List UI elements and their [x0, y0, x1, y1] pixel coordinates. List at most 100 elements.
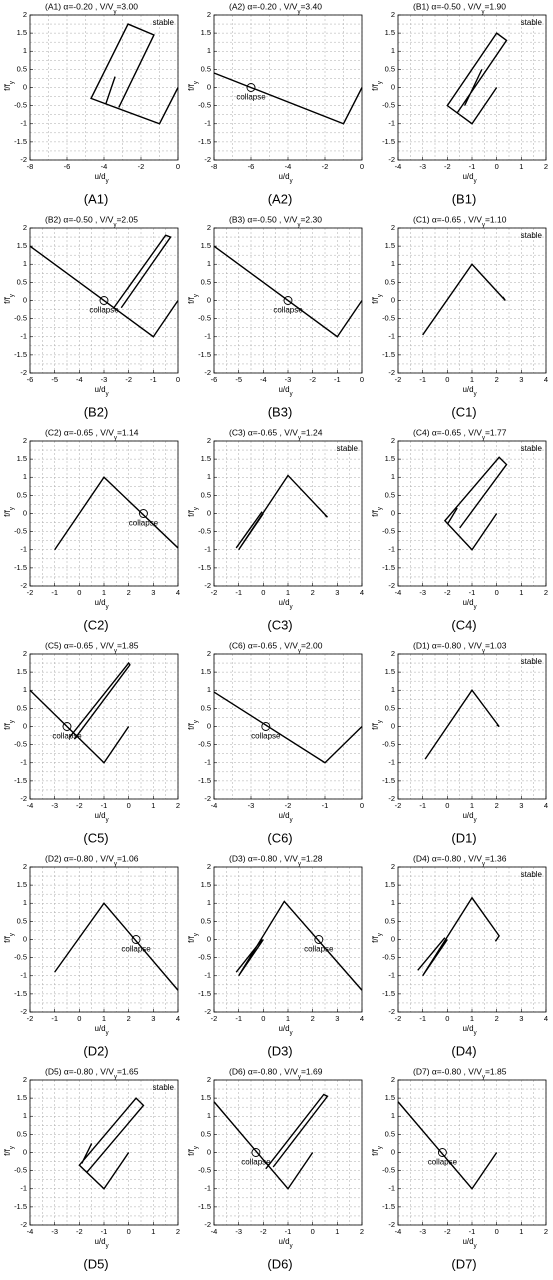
x-tick-label: -2 — [444, 588, 451, 597]
title-subscript: y — [482, 436, 485, 442]
x-tick-label: 2 — [495, 375, 499, 384]
y-tick-label: -1 — [204, 971, 211, 980]
x-label-subscript: y — [474, 1244, 477, 1250]
annotation: stable — [521, 231, 543, 240]
y-tick-label: 2 — [207, 649, 211, 658]
y-tick-label: -1.5 — [14, 1202, 27, 1211]
y-label-subscript: y — [378, 1146, 384, 1149]
y-tick-label: 1 — [391, 1111, 395, 1120]
y-tick-label: -1.5 — [382, 350, 395, 359]
y-tick-label: 0.5 — [17, 490, 27, 499]
y-tick-label: -1 — [388, 971, 395, 980]
x-axis-label: u/d — [278, 1024, 289, 1033]
title-value: =1.90 — [484, 1, 506, 11]
title-value: =1.85 — [485, 1066, 507, 1076]
x-tick-label: -2 — [211, 1014, 218, 1023]
title-value: =2.30 — [300, 214, 322, 224]
hysteresis-line — [29, 661, 131, 764]
collapse-marker — [251, 1148, 261, 1157]
y-tick-label: -0.5 — [382, 101, 395, 110]
title-value: =1.36 — [485, 853, 507, 863]
y-tick-label: -1.5 — [14, 350, 27, 359]
x-tick-label: 2 — [311, 588, 315, 597]
y-tick-label: -0.5 — [198, 314, 211, 323]
y-tick-label: 0.5 — [201, 703, 211, 712]
x-tick-label: 0 — [176, 162, 180, 171]
subplot: -2 -1 0 1 2 3 4 -2 -1.5 -1 -0.5 0 0.5 1 1.5 2 (C2) α=-0.… — [3, 427, 180, 632]
y-tick-label: 2 — [23, 10, 27, 19]
caption: (C3) — [267, 617, 292, 632]
title-subscript: y — [482, 649, 485, 655]
x-tick-label: 2 — [176, 801, 180, 810]
y-tick-label: -0.5 — [198, 953, 211, 962]
x-label-subscript: y — [106, 605, 109, 611]
y-tick-label: -1.5 — [198, 989, 211, 998]
x-tick-label: -4 — [395, 162, 402, 171]
y-tick-label: 2 — [391, 1075, 395, 1084]
chart-title: (C6) α=-0.65 , V/V — [229, 640, 298, 650]
y-tick-label: -1.5 — [14, 137, 27, 146]
y-tick-label: -1 — [204, 1184, 211, 1193]
y-tick-label: -2 — [204, 155, 211, 164]
title-subscript: y — [481, 10, 484, 16]
x-label-subscript: y — [290, 1244, 293, 1250]
subplot: -4 -3 -2 -1 0 1 2 -2 -1.5 -1 -0.5 0 0.5 1 1.5 2 (B1) α=-… — [371, 1, 548, 206]
x-tick-label: 3 — [519, 1014, 523, 1023]
y-tick-label: 1 — [23, 685, 27, 694]
y-tick-label: 1.5 — [201, 241, 211, 250]
y-tick-label: 0 — [391, 721, 395, 730]
y-tick-label: 1 — [391, 259, 395, 268]
y-tick-label: 0 — [391, 934, 395, 943]
y-tick-label: 1 — [207, 46, 211, 55]
y-tick-label: -2 — [204, 794, 211, 803]
y-tick-label: 1 — [207, 898, 211, 907]
y-tick-label: 1.5 — [17, 454, 27, 463]
title-value: =1.28 — [301, 853, 323, 863]
annotation: collapse — [121, 945, 151, 954]
chart-title: (C2) α=-0.65 , V/V — [45, 427, 114, 437]
collapse-marker — [139, 509, 148, 518]
y-tick-label: -1.5 — [198, 776, 211, 785]
x-label-subscript: y — [106, 392, 109, 398]
x-tick-label: -5 — [235, 375, 242, 384]
x-tick-label: -8 — [27, 162, 34, 171]
y-tick-label: 0 — [23, 934, 27, 943]
annotation: collapse — [428, 1158, 458, 1167]
x-tick-label: 1 — [286, 1014, 290, 1023]
title-subscript: y — [297, 223, 300, 229]
y-tick-label: -1 — [388, 332, 395, 341]
x-label-subscript: y — [474, 818, 477, 824]
x-tick-label: 0 — [176, 375, 180, 384]
y-tick-label: 0 — [207, 295, 211, 304]
collapse-marker — [314, 935, 324, 944]
x-tick-label: -1 — [322, 801, 329, 810]
x-tick-label: -4 — [395, 1227, 402, 1236]
y-tick-label: -0.5 — [198, 740, 211, 749]
collapse-marker — [99, 296, 109, 305]
y-tick-label: 1 — [207, 685, 211, 694]
title-subscript: y — [114, 649, 117, 655]
hysteresis-line — [213, 1093, 329, 1190]
title-value: =1.14 — [117, 427, 139, 437]
x-axis-label: u/d — [278, 172, 289, 181]
x-tick-label: 0 — [360, 801, 364, 810]
x-tick-label: 4 — [176, 588, 180, 597]
x-tick-label: 3 — [519, 375, 523, 384]
subplot: -4 -3 -2 -1 0 1 2 -2 -1.5 -1 -0.5 0 0.5 1 1.5 2 (D7) α=-… — [371, 1066, 548, 1271]
y-tick-label: -1.5 — [382, 989, 395, 998]
subplot: -2 -1 0 1 2 3 4 -2 -1.5 -1 -0.5 0 0.5 1 1.5 2 (D2) α=-0.… — [3, 853, 180, 1058]
x-tick-label: -4 — [27, 1227, 34, 1236]
caption: (C6) — [267, 830, 292, 845]
y-label-subscript: y — [10, 1146, 16, 1149]
caption: (D6) — [267, 1256, 292, 1271]
y-tick-label: 2 — [391, 223, 395, 232]
x-tick-label: -2 — [395, 801, 402, 810]
x-axis-label: u/d — [462, 1237, 473, 1246]
y-tick-label: 0 — [23, 721, 27, 730]
y-tick-label: 0.5 — [201, 916, 211, 925]
x-tick-label: 0 — [360, 162, 364, 171]
y-axis-label: f/f — [3, 83, 12, 90]
x-tick-label: 4 — [544, 1014, 548, 1023]
y-axis-label: f/f — [3, 935, 12, 942]
x-tick-label: -1 — [334, 375, 341, 384]
